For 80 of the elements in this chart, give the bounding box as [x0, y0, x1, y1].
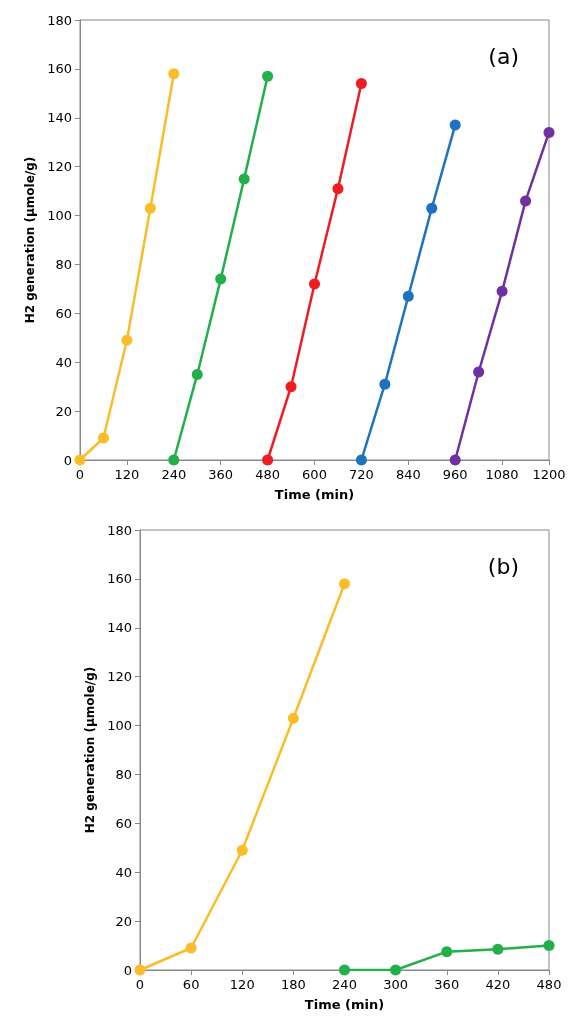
y-tick-label: 100 — [47, 208, 72, 224]
y-tick-label: 100 — [107, 718, 132, 734]
x-tick-label: 360 — [208, 467, 234, 482]
x-tick-label: 480 — [536, 977, 562, 992]
point — [492, 943, 504, 955]
x-tick-label: 240 — [332, 977, 357, 992]
point — [379, 378, 391, 390]
point — [543, 126, 555, 138]
point — [449, 119, 461, 131]
point — [262, 70, 274, 82]
point — [402, 290, 414, 302]
x-tick-label: 240 — [161, 467, 187, 482]
point — [74, 454, 86, 466]
y-tick-label: 40 — [55, 354, 72, 370]
point — [144, 202, 156, 214]
x-tick-label: 0 — [135, 977, 145, 992]
annotation: (b) — [487, 553, 520, 579]
x-axis-title: Time (min) — [274, 487, 355, 502]
x-axis-title: Time (min) — [304, 997, 385, 1012]
y-tick-label: 0 — [123, 962, 132, 978]
y-tick-label: 140 — [47, 110, 72, 126]
x-tick-label: 480 — [255, 467, 281, 482]
y-tick-label: 60 — [115, 815, 132, 831]
point — [287, 712, 299, 724]
point — [449, 454, 461, 466]
y-tick-label: 40 — [115, 864, 132, 880]
y-tick-label: 160 — [47, 61, 72, 77]
point — [441, 946, 453, 958]
point — [339, 578, 350, 590]
point — [355, 454, 367, 466]
x-tick-label: 420 — [485, 977, 511, 992]
x-tick-label: 1200 — [532, 467, 566, 482]
point — [543, 940, 555, 952]
x-tick-label: 360 — [434, 977, 460, 992]
point — [191, 368, 203, 380]
x-tick-label: 600 — [302, 467, 327, 482]
x-tick-label: 60 — [182, 977, 200, 992]
y-tick-label: 0 — [63, 452, 72, 468]
annotation: (a) — [488, 43, 520, 69]
point — [309, 278, 320, 290]
x-tick-label: 300 — [383, 977, 409, 992]
y-tick-label: 120 — [107, 669, 132, 685]
point — [238, 173, 250, 185]
point — [168, 68, 180, 80]
y-tick-label: 160 — [107, 571, 132, 587]
point — [426, 202, 438, 214]
y-tick-label: 80 — [115, 766, 132, 782]
x-tick-label: 960 — [442, 467, 468, 482]
point — [121, 334, 133, 346]
point — [390, 964, 402, 976]
point — [355, 78, 367, 90]
x-tick-label: 0 — [75, 467, 85, 482]
y-tick-label: 20 — [55, 403, 72, 419]
point — [520, 195, 532, 207]
x-tick-label: 120 — [229, 977, 255, 992]
point — [97, 432, 109, 444]
y-tick-label: 20 — [115, 913, 132, 929]
point — [473, 366, 485, 378]
point — [285, 381, 297, 393]
y-tick-label: 180 — [47, 12, 72, 28]
point — [496, 285, 508, 297]
y-axis-title: H2 generation (µmole/g) — [83, 666, 97, 834]
point — [185, 942, 197, 954]
y-tick-label: 120 — [47, 159, 72, 175]
x-tick-label: 840 — [395, 467, 421, 482]
y-axis-title: H2 generation (µmole/g) — [23, 156, 37, 324]
x-tick-label: 1080 — [485, 467, 519, 482]
point — [168, 454, 180, 466]
point — [134, 964, 146, 976]
x-tick-label: 180 — [280, 977, 306, 992]
point — [332, 183, 344, 195]
y-tick-label: 60 — [55, 305, 72, 321]
y-tick-label: 80 — [55, 256, 72, 272]
point — [262, 454, 274, 466]
y-tick-label: 140 — [107, 620, 132, 636]
point — [339, 964, 350, 976]
point — [215, 273, 227, 285]
x-tick-label: 720 — [348, 467, 374, 482]
y-tick-label: 180 — [107, 522, 132, 538]
point — [236, 844, 248, 856]
